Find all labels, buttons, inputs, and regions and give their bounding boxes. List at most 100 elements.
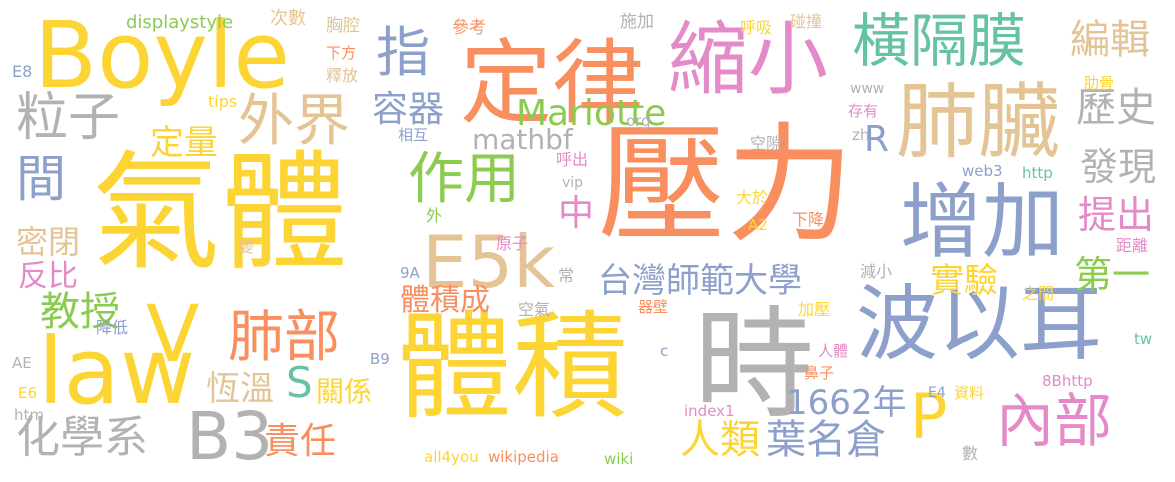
word-neibu: 內部 [996, 387, 1113, 455]
word-rongqi: 容器 [372, 89, 445, 130]
word-renlei: 人類 [680, 417, 760, 463]
word-b3: B3 [186, 398, 274, 475]
word-bianji: 編輯 [1070, 17, 1150, 63]
word-faxian: 發現 [1080, 145, 1157, 189]
word-chang: 常 [558, 266, 575, 285]
word-8bhttp: 8Bhttp [1042, 372, 1093, 390]
word-shi: 時 [694, 296, 814, 435]
word-all4you: all4you [424, 448, 479, 466]
word-boyle: Boyle [34, 2, 291, 109]
word-guanxi: 關係 [316, 375, 373, 408]
word-huxi: 呼吸 [740, 18, 773, 37]
word-lishi: 歷史 [1076, 85, 1156, 131]
word-dinglv: 定律 [460, 30, 645, 137]
word-shu: 數 [962, 444, 979, 463]
word-mariotte: Mariotte [516, 93, 667, 134]
word-b9: B9 [370, 350, 390, 368]
word-hengwen: 恆溫 [206, 369, 274, 409]
word-1662: 1662年 [786, 383, 907, 423]
word-shiyan: 實驗 [930, 261, 998, 301]
word-xiongqiang: 胸腔 [326, 16, 360, 36]
word-kongxi: 空隙 [750, 134, 783, 153]
word-pengzhuang: 碰撞 [790, 12, 823, 31]
word-mibi: 密閉 [16, 223, 81, 261]
word-xianghu: 相互 [398, 126, 429, 144]
word-cankao: 參考 [452, 18, 486, 38]
word-hengemo: 橫隔膜 [852, 7, 1027, 75]
word-htm: htm [14, 406, 44, 424]
word-leigu: 肋骨 [1084, 74, 1115, 92]
word-mathbf: mathbf [472, 123, 573, 156]
word-vip: vip [562, 175, 584, 191]
word-fanbi: 反比 [18, 259, 78, 294]
word-displaystyle: displaystyle [126, 12, 234, 33]
word-bizi: 鼻子 [804, 364, 835, 382]
word-dingliang: 定量 [150, 123, 218, 163]
word-p: P [910, 380, 948, 453]
word-r: R [864, 119, 890, 160]
word-xiafang: 下方 [326, 44, 357, 62]
word-jianxiao: 減小 [860, 262, 893, 281]
word-cishu: 次數 [270, 8, 306, 29]
word-yuanzi: 原子 [496, 234, 529, 253]
word-s: S [286, 358, 313, 407]
word-huaxue: 化學系 [16, 412, 148, 463]
word-feibu: 肺部 [228, 305, 340, 370]
word-e8: E8 [12, 62, 33, 81]
word-zhi: 指 [376, 21, 430, 84]
word-tijicheng: 體積成 [400, 283, 490, 318]
word-boyier: 波以耳 [856, 277, 1103, 372]
word-e5k: E5k [422, 220, 555, 304]
word-http: http [1022, 164, 1053, 182]
word-huchu: 呼出 [556, 150, 589, 169]
word-kongqi: 空氣 [518, 300, 551, 319]
word-zhong: 中 [558, 193, 595, 234]
word-lizi: 粒子 [16, 88, 121, 148]
word-e4: E4 [928, 385, 946, 401]
word-zeren: 責任 [264, 421, 337, 462]
word-jian: 間 [16, 150, 66, 208]
word-v: V [146, 290, 200, 380]
word-index1: index1 [684, 402, 735, 420]
word-renti: 人體 [818, 342, 849, 360]
word-www: www [850, 81, 885, 97]
word-tichu: 提出 [1078, 193, 1155, 237]
word-zengjia: 增加 [900, 175, 1065, 270]
word-zhijian: 之間 [1022, 284, 1055, 303]
word-yemingcang: 葉名倉 [766, 417, 886, 463]
word-ziliao: 資料 [954, 384, 985, 402]
word-zh: zh [852, 126, 870, 144]
word-dayu: 大於 [736, 188, 769, 207]
word-qiti: 氣體 [92, 139, 349, 288]
word-c: c [660, 342, 669, 360]
word-feizang: 肺臟 [896, 75, 1061, 170]
word-org: org [626, 112, 651, 130]
word-law: law [38, 318, 196, 425]
word-yali: 壓力 [598, 111, 855, 260]
word-jiangdi: 降低 [96, 318, 129, 337]
word-xiajiang: 下降 [792, 210, 825, 229]
word-shijia: 施加 [620, 12, 654, 32]
word-wiki: wiki [604, 450, 634, 468]
word-tw: tw [1134, 330, 1153, 348]
word-9a: 9A [400, 264, 420, 282]
word-jiaoshou: 教授 [40, 289, 120, 335]
word-waijie: 外界 [238, 89, 350, 154]
word-wikipedia: wikipedia [488, 448, 559, 466]
word-tips: tips [208, 92, 238, 111]
word-zuoyong: 作用 [408, 147, 520, 212]
word-e6: E6 [18, 384, 38, 402]
word-ae: AE [12, 354, 32, 372]
word-suoxiao: 縮小 [668, 13, 828, 106]
word-a2: A2 [748, 216, 768, 234]
word-tiji: 體積 [396, 300, 628, 435]
word-web3: web3 [962, 162, 1003, 180]
word-jiaya: 加壓 [798, 300, 831, 319]
word-shifang: 釋放 [326, 66, 359, 85]
word-juli: 距離 [1116, 236, 1149, 255]
word-taiwan: 台灣師範大學 [598, 261, 802, 301]
word-diyi: 第一 [1074, 253, 1151, 297]
word-qibi: 器壁 [638, 298, 669, 316]
word-bian: 變 [235, 238, 254, 254]
